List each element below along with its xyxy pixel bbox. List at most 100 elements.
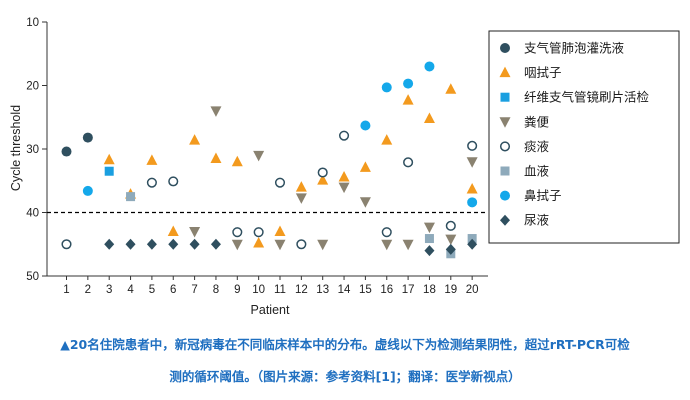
x-tick-label: 10 — [252, 284, 265, 296]
data-point — [274, 239, 286, 251]
data-point — [274, 177, 286, 188]
data-point — [424, 61, 435, 72]
data-point — [338, 182, 350, 194]
data-point — [167, 225, 179, 237]
data-point — [231, 155, 243, 167]
legend-item: 鼻拭子 — [500, 188, 562, 203]
legend-item: 支气管肺泡灌洗液 — [500, 41, 625, 56]
series-6 — [82, 61, 478, 208]
data-point — [467, 234, 477, 244]
x-tick-label: 17 — [402, 284, 415, 296]
data-point — [381, 227, 392, 238]
legend-label: 纤维支气管镜刷片活检 — [524, 90, 650, 105]
x-tick-label: 15 — [359, 284, 372, 296]
series-1 — [103, 83, 478, 248]
legend-item: 咽拭子 — [499, 65, 562, 80]
x-tick-label: 7 — [191, 284, 197, 296]
data-point — [253, 150, 265, 162]
data-point — [402, 239, 414, 251]
legend-marker — [500, 214, 510, 226]
data-point — [359, 197, 371, 208]
data-point — [61, 146, 72, 157]
x-tick-label: 13 — [316, 284, 329, 296]
data-point — [317, 174, 329, 185]
series-4 — [61, 130, 478, 250]
data-point — [466, 183, 478, 194]
legend-item: 粪便 — [499, 114, 550, 129]
y-tick-label: 10 — [26, 17, 39, 29]
legend-label: 粪便 — [524, 114, 550, 129]
legend-item: 血液 — [500, 164, 550, 179]
data-point — [210, 106, 222, 117]
data-point — [296, 239, 307, 250]
y-axis-title: Cycle threshold — [9, 105, 23, 191]
legend-label: 尿液 — [524, 213, 550, 228]
data-point — [168, 238, 179, 250]
data-point — [295, 181, 307, 192]
y-tick-label: 20 — [26, 81, 39, 93]
caption-line-1: ▲20名住院患者中，新冠病毒在不同临床样本中的分布。虚线以下为检测结果阴性，超过… — [60, 337, 630, 352]
data-point — [82, 185, 93, 196]
data-point — [317, 239, 329, 251]
legend-label: 咽拭子 — [524, 65, 562, 80]
data-point — [466, 157, 478, 168]
data-points — [61, 61, 478, 259]
data-point — [381, 134, 393, 145]
x-tick-label: 2 — [85, 284, 91, 296]
data-point — [146, 154, 158, 165]
data-point — [274, 225, 286, 237]
legend-label: 血液 — [524, 164, 550, 179]
data-point — [339, 130, 350, 141]
y-tick-label: 50 — [26, 271, 39, 283]
data-point — [168, 176, 179, 187]
data-point — [126, 192, 136, 202]
data-point — [82, 132, 93, 143]
data-point — [61, 239, 72, 250]
legend-label: 痰液 — [524, 139, 550, 154]
legend-label: 支气管肺泡灌洗液 — [524, 41, 625, 56]
data-point — [189, 134, 201, 145]
data-point — [467, 197, 478, 208]
data-point — [189, 238, 200, 250]
data-point — [445, 243, 456, 255]
data-point — [231, 239, 243, 251]
data-point — [423, 222, 435, 234]
series-2 — [104, 166, 114, 176]
legend-marker — [499, 141, 511, 152]
data-point — [445, 83, 457, 94]
data-point — [253, 236, 265, 248]
data-point — [359, 161, 371, 172]
legend-label: 鼻拭子 — [524, 188, 562, 203]
x-tick-label: 16 — [380, 284, 393, 296]
x-tick-label: 12 — [295, 284, 308, 296]
legend-item: 纤维支气管镜刷片活检 — [500, 90, 650, 105]
x-tick-label: 18 — [423, 284, 436, 296]
y-axis-ticks: 10 20 30 40 50 — [26, 17, 47, 283]
data-point — [189, 227, 201, 238]
data-point — [445, 220, 456, 231]
x-tick-label: 9 — [234, 284, 240, 296]
legend-item: 尿液 — [500, 213, 550, 228]
data-point — [317, 167, 328, 178]
legend-marker — [499, 117, 511, 128]
data-point — [403, 78, 414, 89]
data-point — [210, 152, 222, 164]
legend-marker — [500, 92, 510, 102]
data-point — [402, 94, 414, 105]
data-point — [232, 227, 243, 238]
x-tick-label: 3 — [106, 284, 112, 296]
legend-frame — [488, 30, 680, 244]
legend-marker — [500, 190, 510, 201]
data-point — [381, 239, 393, 251]
data-point — [104, 166, 114, 176]
x-axis-title: Patient — [251, 303, 290, 317]
legend-marker — [500, 43, 510, 53]
data-point — [146, 177, 157, 188]
x-tick-label: 19 — [444, 284, 457, 296]
x-tick-label: 1 — [63, 284, 69, 296]
data-point — [467, 238, 478, 250]
x-tick-label: 4 — [127, 284, 134, 296]
